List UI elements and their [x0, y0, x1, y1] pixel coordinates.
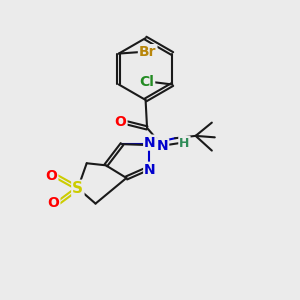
Text: H: H — [179, 137, 190, 150]
Text: S: S — [72, 181, 83, 196]
Text: N: N — [144, 163, 156, 177]
Text: Br: Br — [139, 45, 156, 59]
Text: O: O — [47, 196, 59, 210]
Text: N: N — [144, 136, 156, 150]
Text: N: N — [157, 139, 168, 153]
Text: O: O — [45, 169, 57, 183]
Text: Cl: Cl — [139, 75, 154, 89]
Text: O: O — [115, 115, 127, 129]
